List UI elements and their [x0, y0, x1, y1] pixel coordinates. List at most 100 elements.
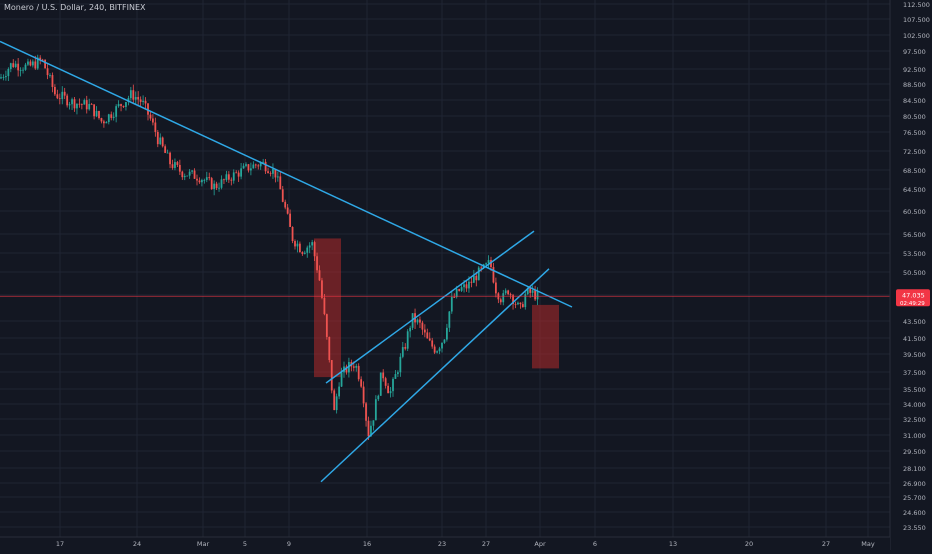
candle-101 — [247, 163, 250, 173]
candle-184 — [450, 291, 453, 314]
candle-50 — [122, 105, 125, 109]
candle-159 — [389, 387, 392, 398]
candle-25 — [61, 86, 64, 105]
candle-218 — [534, 285, 536, 301]
candle-158 — [387, 383, 389, 394]
candle-165 — [404, 343, 407, 351]
y-tick-label: 29.500 — [903, 448, 926, 456]
y-tick-label: 43.500 — [903, 318, 926, 326]
candle-179 — [438, 346, 441, 355]
candle-193 — [472, 269, 475, 283]
candle-97 — [237, 170, 240, 182]
candle-18 — [44, 59, 46, 69]
x-tick-label: 27 — [482, 540, 490, 548]
x-tick-label: May — [861, 540, 875, 548]
x-tick-label: 5 — [243, 540, 247, 548]
candle-27 — [66, 93, 69, 108]
channel-top[interactable] — [325, 230, 535, 384]
candle-22 — [54, 84, 56, 96]
candle-148 — [362, 381, 365, 408]
candle-59 — [144, 97, 147, 109]
candle-13 — [31, 59, 34, 68]
candle-217 — [531, 285, 534, 298]
candle-145 — [355, 363, 358, 372]
candle-124 — [303, 250, 306, 255]
price-tag-background — [896, 289, 930, 307]
y-tick-label: 37.500 — [903, 369, 926, 377]
y-tick-label: 84.500 — [903, 97, 926, 105]
y-tick-label: 23.550 — [903, 524, 926, 532]
zones — [314, 238, 559, 378]
candle-77 — [188, 169, 191, 179]
y-tick-label: 28.100 — [903, 465, 926, 473]
candle-42 — [103, 119, 105, 128]
y-tick-label: 92.500 — [903, 66, 926, 74]
candle-167 — [409, 325, 412, 338]
candle-28 — [68, 101, 71, 110]
candle-37 — [90, 102, 93, 105]
candle-198 — [485, 262, 487, 266]
candle-34 — [83, 98, 86, 105]
candle-72 — [176, 161, 179, 167]
candle-113 — [276, 171, 279, 182]
candle-177 — [433, 344, 436, 355]
candle-54 — [132, 84, 135, 104]
candle-194 — [475, 271, 478, 287]
candle-136 — [333, 388, 336, 411]
candle-105 — [257, 163, 260, 170]
candle-39 — [95, 106, 98, 118]
candle-152 — [372, 420, 375, 431]
x-axis[interactable]: 17 24 Mar 5 9 16 23 27 Apr 6 13 20 27 May — [0, 536, 890, 550]
y-tick-label: 68.500 — [903, 167, 926, 175]
candle-125 — [306, 245, 309, 258]
candle-176 — [431, 337, 434, 349]
candle-44 — [107, 113, 110, 125]
descending-resistance[interactable] — [0, 40, 573, 308]
candle-201 — [492, 262, 495, 284]
candle-43 — [105, 121, 108, 124]
candle-56 — [137, 91, 140, 105]
candle-104 — [254, 163, 257, 169]
candle-89 — [218, 182, 220, 192]
last-price-tag: 47.035 02:49:29 — [896, 289, 930, 307]
y-axis[interactable]: 112.500 107.500 102.500 97.500 92.500 88.500 8… — [889, 0, 932, 550]
candle-2 — [5, 70, 7, 81]
y-tick-label: 102.500 — [903, 32, 930, 40]
candle-78 — [191, 169, 193, 175]
candle-58 — [142, 95, 144, 106]
trendlines[interactable] — [0, 40, 573, 483]
candle-195 — [477, 266, 480, 281]
candle-147 — [360, 376, 363, 388]
candle-192 — [470, 276, 473, 288]
candle-211 — [517, 301, 519, 306]
x-tick-label: 13 — [669, 540, 677, 548]
candle-172 — [421, 320, 424, 335]
candle-199 — [487, 255, 490, 268]
candle-137 — [335, 393, 338, 414]
candle-57 — [139, 96, 142, 107]
candle-4 — [9, 62, 12, 73]
candle-98 — [240, 162, 242, 180]
candle-166 — [406, 329, 409, 352]
candle-12 — [29, 59, 32, 67]
candle-41 — [100, 117, 103, 124]
channel-bottom[interactable] — [320, 268, 550, 483]
candle-171 — [419, 316, 421, 328]
y-tick-label: 24.600 — [903, 509, 926, 517]
candle-0 — [0, 73, 2, 80]
candle-163 — [399, 353, 402, 377]
candle-149 — [365, 401, 367, 427]
x-tick-label: 24 — [133, 540, 141, 548]
candle-35 — [85, 95, 88, 114]
candle-88 — [215, 181, 218, 190]
candle-119 — [291, 226, 294, 244]
candle-204 — [499, 297, 502, 305]
candle-162 — [397, 370, 399, 377]
candle-114 — [279, 171, 282, 190]
y-tick-label: 76.500 — [903, 129, 926, 137]
candle-40 — [98, 110, 100, 120]
projected-drop-zone — [532, 304, 559, 369]
candle-1 — [2, 74, 5, 81]
